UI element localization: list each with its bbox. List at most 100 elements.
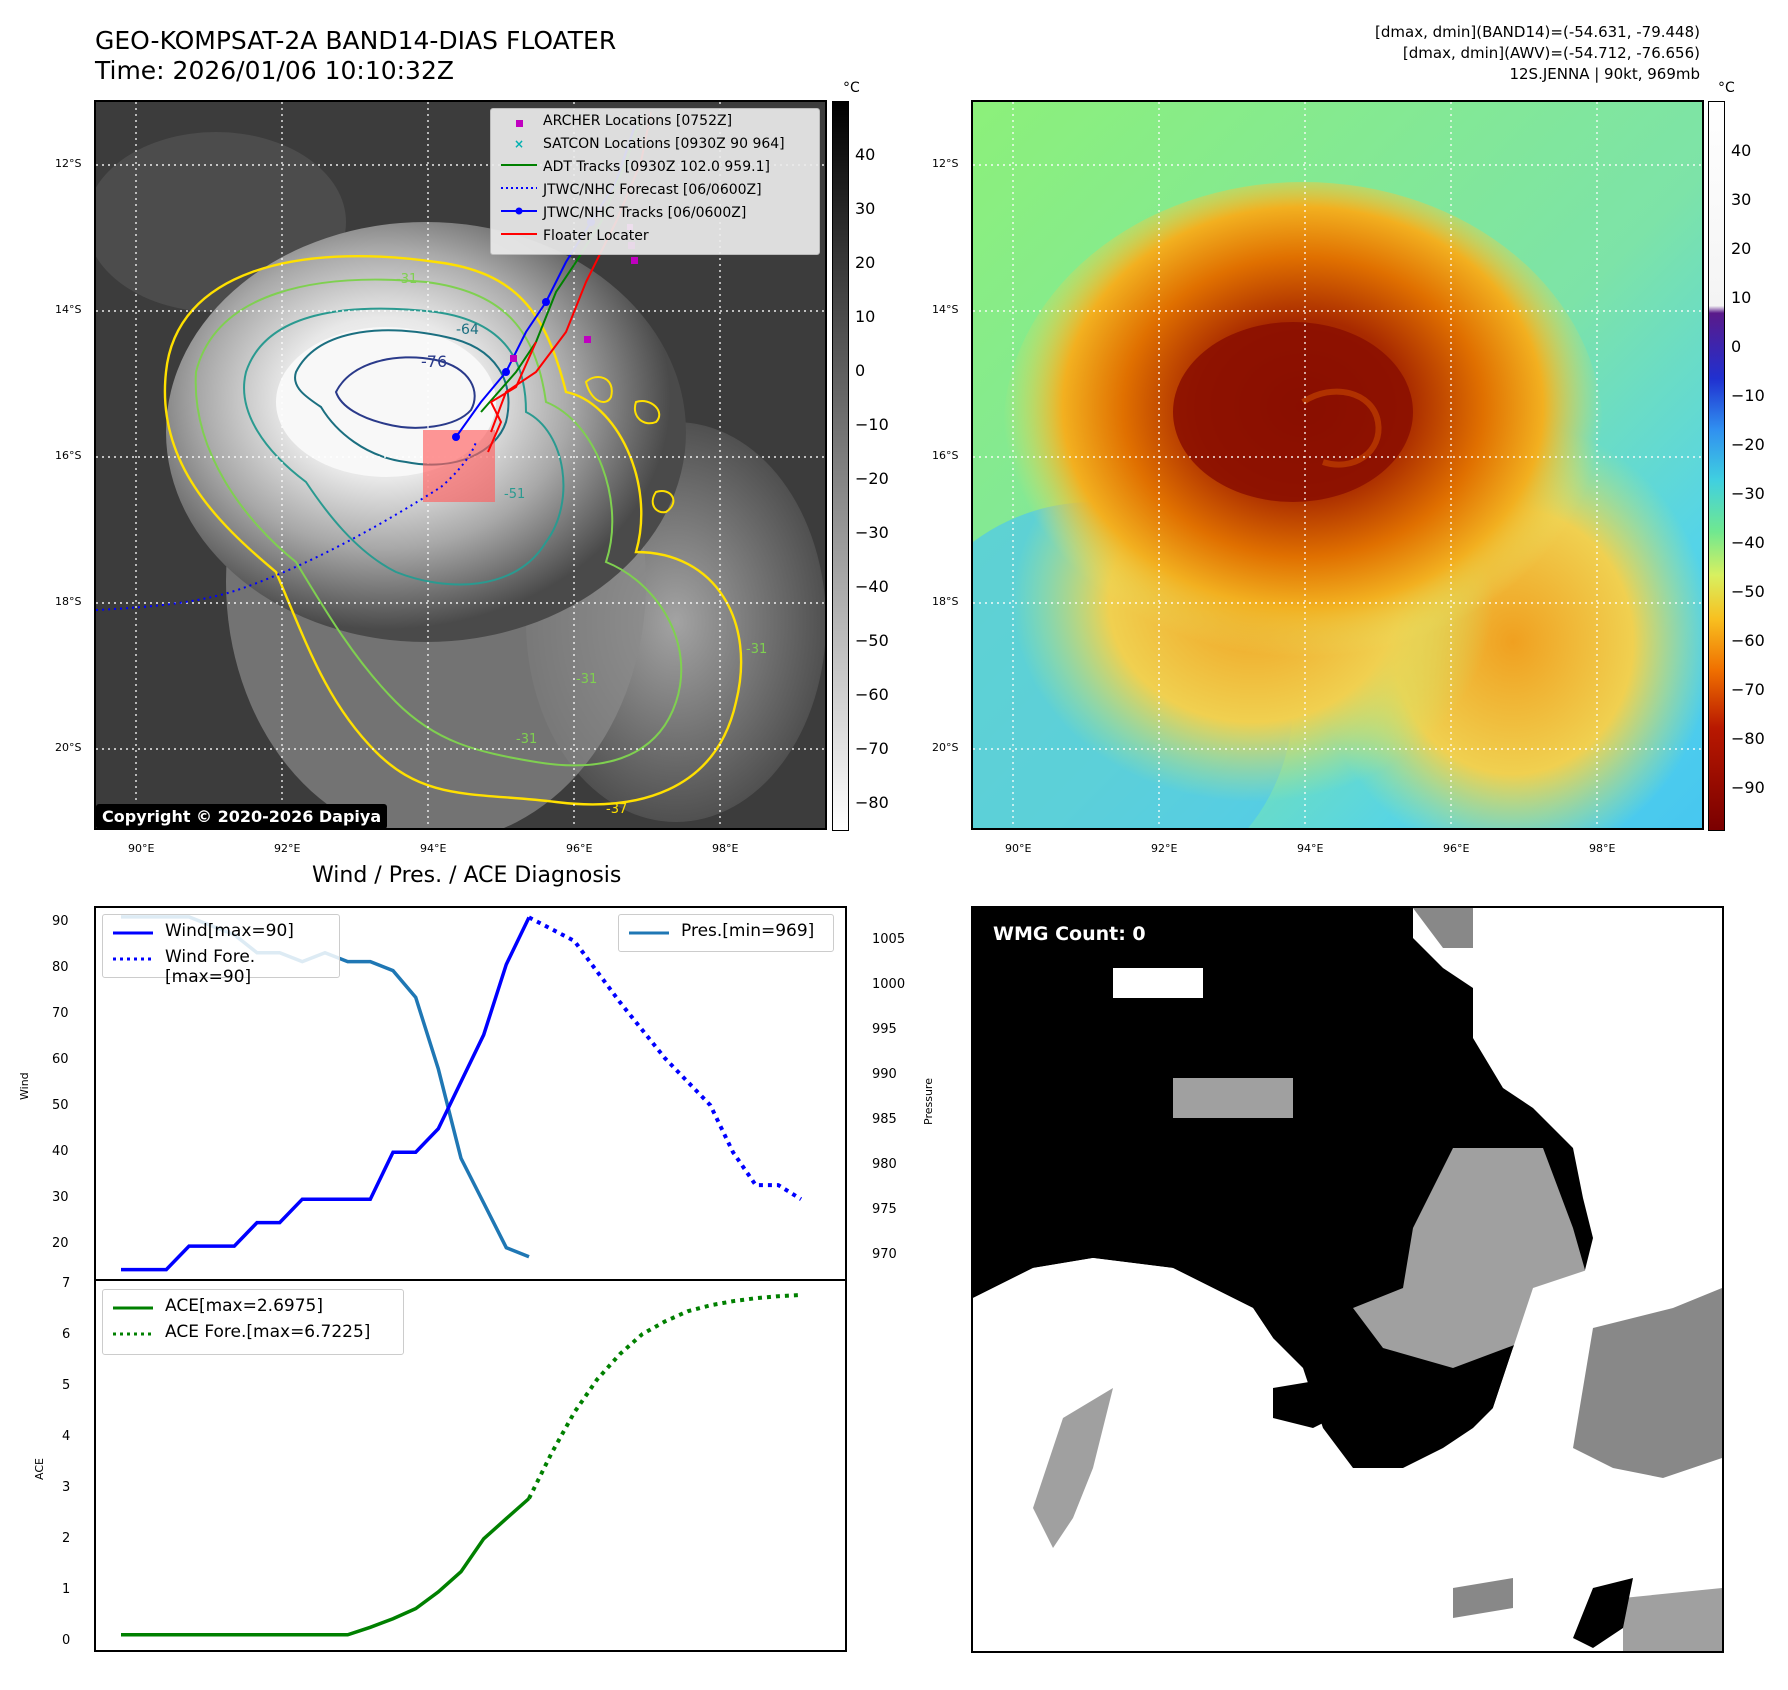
wmg-mask-image (973, 908, 1722, 1651)
gray-cb-tick: −30 (855, 523, 889, 542)
ace-tick: 7 (62, 1276, 71, 1291)
gray-colorbar-unit: °C (843, 80, 860, 96)
gray-cb-tick: −10 (855, 415, 889, 434)
color-cb-tick: −70 (1731, 680, 1765, 699)
wind-tick: 80 (52, 960, 69, 975)
wind-fore-legend-label: Wind Fore.[max=90] (165, 947, 256, 987)
gray-cb-tick: 10 (855, 307, 876, 326)
color-ir-map-image (973, 102, 1702, 828)
ace-legend-label: ACE[max=2.6975] (165, 1296, 323, 1316)
lat-tick: 18°S (932, 595, 959, 608)
wind-tick: 60 (52, 1052, 69, 1067)
legend-adt: ADT Tracks [0930Z 102.0 959.1] (543, 159, 770, 175)
lat-tick: 16°S (55, 449, 82, 462)
gray-cb-tick: −40 (855, 577, 889, 596)
color-cb-tick: 40 (1731, 141, 1752, 160)
contour-label: -64 (456, 322, 479, 338)
lat-tick: 12°S (932, 157, 959, 170)
ace-tick: 3 (62, 1480, 71, 1495)
pressure-tick: 975 (872, 1202, 897, 1217)
lon-tick: 92°E (274, 842, 301, 855)
contour-label: -31 (746, 642, 768, 657)
color-cb-tick: −60 (1731, 631, 1765, 650)
gray-colorbar (832, 101, 849, 831)
ace-chart: ACE[max=2.6975] ACE Fore.[max=6.7225] (94, 1279, 847, 1652)
contour-label: -31 (396, 272, 418, 287)
lon-tick: 98°E (712, 842, 739, 855)
figure-time: Time: 2026/01/06 10:10:32Z (95, 56, 454, 85)
wind-legend-lines (113, 931, 153, 961)
ace-legend-lines (113, 1306, 153, 1336)
color-colorbar-unit: °C (1718, 80, 1735, 96)
lat-tick: 18°S (55, 595, 82, 608)
color-cb-tick: −80 (1731, 729, 1765, 748)
ace-tick: 6 (62, 1327, 71, 1342)
color-cb-tick: 20 (1731, 239, 1752, 258)
color-cb-tick: 0 (1731, 337, 1742, 356)
ace-tick: 0 (62, 1633, 71, 1648)
ace-plot (121, 1293, 802, 1637)
band14-range: [dmax, dmin](BAND14)=(-54.631, -79.448) (1375, 23, 1700, 41)
ace-axis-label: ACE (33, 1458, 46, 1480)
contour-label: -51 (504, 487, 526, 502)
contour-label: -76 (421, 352, 448, 371)
color-ir-map-panel (971, 100, 1704, 830)
storm-info: 12S.JENNA | 90kt, 969mb (1509, 65, 1700, 83)
pressure-tick: 970 (872, 1247, 897, 1262)
contour-label: -37 (606, 802, 628, 817)
lon-tick: 90°E (1005, 842, 1032, 855)
color-cb-tick: 10 (1731, 288, 1752, 307)
wind-legend-label: Wind[max=90] (165, 921, 294, 941)
ace-tick: 2 (62, 1531, 71, 1546)
wind-tick: 90 (52, 914, 69, 929)
lat-tick: 12°S (55, 157, 82, 170)
contour-label: -31 (516, 732, 538, 747)
color-cb-tick: −20 (1731, 435, 1765, 454)
wind-tick: 70 (52, 1006, 69, 1021)
figure-title: GEO-KOMPSAT-2A BAND14-DIAS FLOATER (95, 26, 617, 55)
pressure-tick: 990 (872, 1067, 897, 1082)
color-cb-tick: −90 (1731, 778, 1765, 797)
gray-cb-tick: −60 (855, 685, 889, 704)
wind-tick: 40 (52, 1144, 69, 1159)
satcon-marker-icon: × (514, 137, 524, 151)
ir-map-panel: -76 -64 -51 -31 -37 -31 -31 -31 Copyrigh… (94, 100, 827, 830)
gray-cb-tick: 20 (855, 253, 876, 272)
lon-tick: 94°E (420, 842, 447, 855)
gray-cb-tick: 40 (855, 145, 876, 164)
color-colorbar (1708, 101, 1725, 831)
lon-tick: 90°E (128, 842, 155, 855)
gray-cb-tick: −20 (855, 469, 889, 488)
wind-pressure-chart: Wind[max=90] Wind Fore.[max=90] Pres.[mi… (94, 906, 847, 1281)
ace-fore-legend-label: ACE Fore.[max=6.7225] (165, 1322, 371, 1342)
wind-tick: 50 (52, 1098, 69, 1113)
gray-cb-tick: 30 (855, 199, 876, 218)
wind-axis-label: Wind (18, 1072, 31, 1100)
diagnosis-title: Wind / Pres. / ACE Diagnosis (312, 863, 622, 888)
wind-series-line (121, 916, 531, 1272)
pressure-tick: 1000 (872, 977, 906, 992)
wmg-count-label: WMG Count: 0 (987, 920, 1152, 948)
lon-tick: 96°E (566, 842, 593, 855)
ace-tick: 5 (62, 1378, 71, 1393)
color-cb-tick: −10 (1731, 386, 1765, 405)
lat-tick: 14°S (932, 303, 959, 316)
lat-tick: 20°S (932, 741, 959, 754)
lat-tick: 16°S (932, 449, 959, 462)
pressure-legend: Pres.[min=969] (618, 914, 834, 952)
lon-tick: 94°E (1297, 842, 1324, 855)
lat-tick: 20°S (55, 741, 82, 754)
legend-markers: × (501, 120, 537, 235)
legend-satcon: SATCON Locations [0930Z 90 964] (543, 136, 785, 152)
pressure-tick: 995 (872, 1022, 897, 1037)
gray-cb-tick: −80 (855, 793, 889, 812)
ace-tick: 4 (62, 1429, 71, 1444)
wind-forecast-series-line (528, 915, 803, 1201)
legend-jtwc-forecast: JTWC/NHC Forecast [06/0600Z] (543, 182, 762, 198)
gray-cb-tick: −70 (855, 739, 889, 758)
color-cb-tick: −30 (1731, 484, 1765, 503)
legend-archer: ARCHER Locations [0752Z] (543, 113, 733, 129)
wind-tick: 20 (52, 1236, 69, 1251)
contour-label: -31 (576, 672, 598, 687)
color-cb-tick: 30 (1731, 190, 1752, 209)
